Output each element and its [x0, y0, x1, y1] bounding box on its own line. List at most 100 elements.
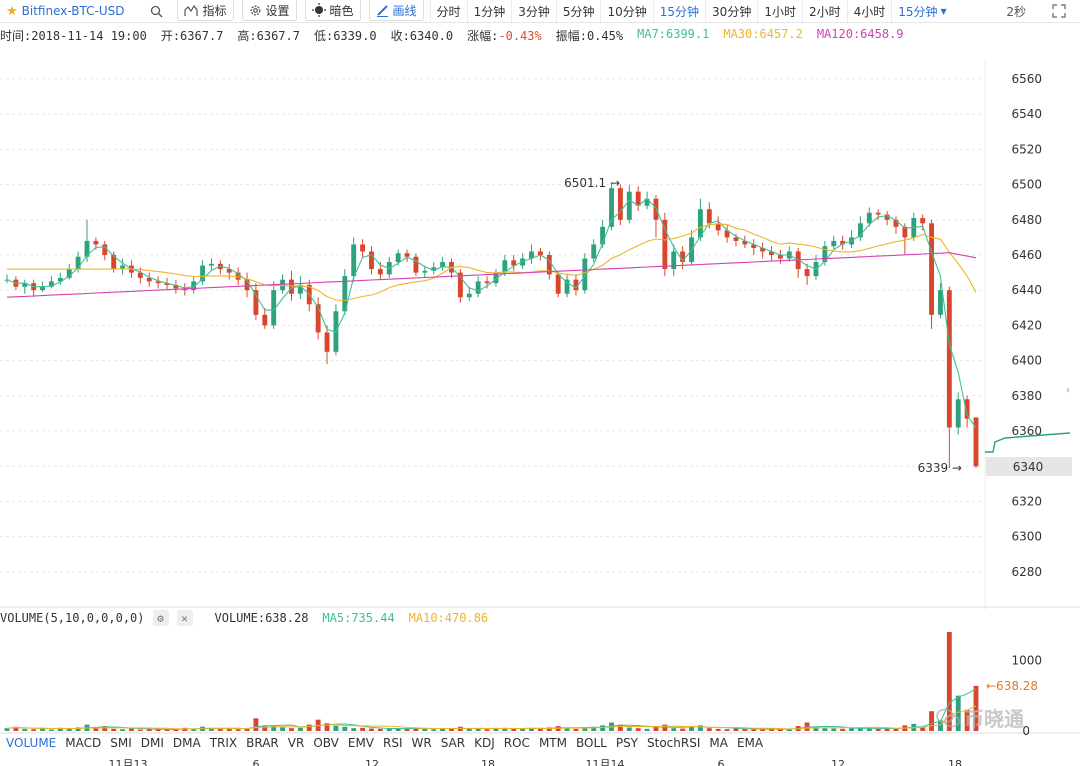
volume-bar	[493, 728, 499, 731]
candle-body	[342, 276, 348, 312]
refresh-interval[interactable]: 2秒	[1000, 0, 1032, 22]
volume-bar	[662, 724, 668, 731]
draw-button[interactable]: 画线	[368, 0, 424, 21]
candle-body	[520, 258, 526, 266]
volume-bar	[75, 727, 81, 731]
volume-bar	[209, 728, 214, 731]
indicator-tab[interactable]: SAR	[440, 736, 466, 750]
x-tick-label: 11月13	[109, 758, 148, 766]
symbol-selector[interactable]: ★ Bitfinex-BTC-USD	[0, 0, 130, 22]
star-icon[interactable]: ★	[6, 3, 18, 19]
indicator-tab[interactable]: DMI	[140, 736, 164, 750]
y-tick-label: 6360	[1011, 424, 1042, 438]
volume-bar	[564, 728, 570, 731]
indicator-tab[interactable]: DMA	[172, 736, 201, 750]
indicator-tab[interactable]: ROC	[503, 736, 530, 750]
indicator-tab[interactable]: BRAR	[246, 736, 279, 750]
period-tab[interactable]: 2小时	[801, 0, 847, 22]
candle-body	[769, 251, 774, 255]
candle-body	[129, 265, 134, 273]
volume-bar	[875, 728, 881, 731]
period-tab[interactable]: 10分钟	[600, 0, 652, 22]
candle-body	[617, 188, 623, 220]
period-tab[interactable]: 5分钟	[555, 0, 601, 22]
period-dropdown[interactable]: 15分钟 ▼	[891, 0, 952, 22]
period-tab[interactable]: 4小时	[846, 0, 892, 22]
candle-body	[57, 277, 63, 282]
volume-bar	[715, 728, 721, 731]
volume-bar	[457, 726, 463, 731]
volume-bar	[369, 728, 374, 731]
indicator-tab[interactable]: PSY	[615, 736, 639, 750]
volume-bar	[484, 729, 490, 731]
indicator-tab[interactable]: SMI	[110, 736, 132, 750]
y-tick-label: 6420	[1011, 318, 1042, 332]
candle-body	[413, 256, 419, 273]
period-tab[interactable]: 分时	[429, 0, 467, 22]
candle-body	[626, 191, 632, 220]
y-tick-label: 6280	[1011, 565, 1042, 579]
period-tab[interactable]: 3分钟	[511, 0, 556, 22]
indicator-tab[interactable]: VR	[287, 736, 305, 750]
indicator-tab[interactable]: TRIX	[209, 736, 238, 750]
period-tab[interactable]: 1分钟	[466, 0, 512, 22]
period-tab[interactable]: 15分钟	[652, 0, 705, 22]
info-close: 收:6340.0	[390, 29, 454, 43]
volume-bar	[777, 729, 783, 731]
indicator-tab[interactable]: BOLL	[575, 736, 607, 750]
candle-body	[324, 332, 330, 352]
indicator-tab[interactable]: MTM	[538, 736, 567, 750]
indicator-tab[interactable]: OBV	[313, 736, 339, 750]
candle-body	[155, 281, 161, 284]
indicator-tab[interactable]: RSI	[383, 736, 403, 750]
search-button[interactable]	[144, 0, 169, 22]
candle-body	[466, 293, 472, 298]
volume-bar	[244, 728, 250, 731]
pencil-icon	[376, 4, 388, 17]
candle-body	[22, 283, 28, 287]
fullscreen-button[interactable]	[1046, 0, 1072, 22]
candle-body	[849, 237, 854, 245]
indicator-tab[interactable]: VOLUME	[6, 736, 57, 750]
indicator-button[interactable]: 指标	[177, 0, 234, 21]
indicator-tab[interactable]: WR	[411, 736, 432, 750]
volume-bar	[857, 727, 863, 731]
volume-ma5-line	[6, 688, 977, 730]
volume-bar	[155, 729, 161, 731]
candle-body	[635, 191, 641, 206]
theme-toggle[interactable]: 暗色	[304, 0, 361, 21]
indicator-tab[interactable]: EMV	[347, 736, 375, 750]
candle-body	[13, 279, 19, 287]
y-tick-label: 6380	[1011, 389, 1042, 403]
volume-bar	[537, 728, 543, 731]
volume-bar	[511, 728, 517, 731]
candle-body	[31, 283, 37, 291]
volume-bar	[146, 728, 152, 731]
period-tab[interactable]: 1小时	[757, 0, 802, 22]
indicator-tab[interactable]: KDJ	[474, 736, 495, 750]
volume-bar	[315, 719, 321, 731]
y-tick-label: 6460	[1011, 248, 1042, 262]
volume-bar	[573, 728, 579, 731]
volume-bar	[644, 728, 650, 731]
candle-body	[173, 284, 179, 289]
period-tab[interactable]: 30分钟	[705, 0, 757, 22]
low-price-label: 6339 →	[918, 461, 962, 475]
indicator-tab[interactable]: MACD	[65, 736, 102, 750]
x-tick-label: 18	[948, 758, 962, 766]
volume-bar	[911, 723, 917, 731]
indicator-tab[interactable]: EMA	[736, 736, 764, 750]
candle-body	[697, 209, 703, 238]
gear-icon[interactable]: ⚙	[152, 610, 169, 626]
volume-bar	[813, 726, 819, 731]
indicator-tab[interactable]: StochRSI	[647, 736, 701, 750]
candle-body	[75, 256, 81, 270]
volume-bar	[626, 727, 632, 731]
volume-bar	[4, 728, 10, 731]
candle-body	[689, 237, 694, 263]
close-icon[interactable]: ✕	[176, 610, 193, 626]
settings-button[interactable]: 设置	[241, 0, 297, 21]
indicator-tab[interactable]: MA	[709, 736, 728, 750]
candle-body	[66, 269, 72, 278]
